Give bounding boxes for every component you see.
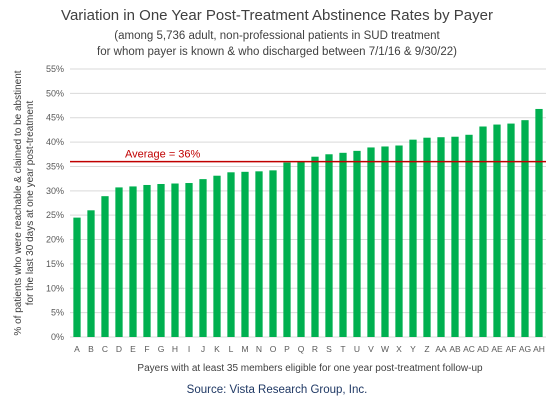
- bar-ae: [493, 124, 501, 337]
- y-tick-label: 10%: [46, 283, 64, 293]
- x-tick-label: G: [158, 344, 165, 354]
- y-tick-label: 20%: [46, 235, 64, 245]
- bar-x: [395, 145, 403, 337]
- y-axis-label-line-2: for the last 30 days at one year post-tr…: [25, 101, 36, 306]
- y-axis-label: % of patients who were reachable & claim…: [13, 70, 36, 335]
- bar-ac: [465, 134, 473, 337]
- x-tick-label: C: [102, 344, 108, 354]
- bar-ah: [535, 108, 543, 337]
- x-tick-label: W: [381, 344, 389, 354]
- x-tick-label: P: [284, 344, 290, 354]
- bar-p: [283, 162, 291, 337]
- x-tick-label: A: [74, 344, 80, 354]
- x-tick-label: V: [368, 344, 374, 354]
- bar-g: [157, 183, 165, 337]
- x-tick-label: X: [396, 344, 402, 354]
- bar-v: [367, 147, 375, 337]
- x-tick-label: Z: [424, 344, 429, 354]
- x-tick-label: AH: [533, 344, 545, 354]
- bar-d: [115, 187, 123, 337]
- y-tick-label: 55%: [46, 64, 64, 74]
- bar-t: [339, 152, 347, 337]
- bar-u: [353, 150, 361, 337]
- x-tick-label: O: [270, 344, 277, 354]
- y-tick-label: 40%: [46, 137, 64, 147]
- x-tick-label: L: [229, 344, 234, 354]
- x-tick-label: S: [326, 344, 332, 354]
- y-tick-label: 45%: [46, 113, 64, 123]
- bar-m: [241, 171, 249, 337]
- y-tick-label: 15%: [46, 259, 64, 269]
- bar-z: [423, 137, 431, 337]
- x-tick-label: AB: [449, 344, 461, 354]
- x-tick-label: AF: [506, 344, 517, 354]
- y-axis-label-line-1: % of patients who were reachable & claim…: [13, 70, 24, 335]
- x-tick-label: F: [144, 344, 149, 354]
- gridlines: [70, 68, 546, 338]
- y-tick-label: 50%: [46, 88, 64, 98]
- bar-c: [101, 196, 109, 337]
- bar-n: [255, 171, 263, 337]
- x-tick-label: B: [88, 344, 94, 354]
- bar-b: [87, 210, 95, 337]
- y-tick-label: 35%: [46, 161, 64, 171]
- bar-ab: [451, 136, 459, 337]
- chart-subtitle-line-1: (among 5,736 adult, non-professional pat…: [114, 30, 440, 42]
- bar-s: [325, 154, 333, 337]
- bar-e: [129, 186, 137, 337]
- bar-i: [185, 183, 193, 337]
- bar-j: [199, 179, 207, 337]
- bar-ag: [521, 120, 529, 337]
- bar-y: [409, 139, 417, 337]
- x-axis-label: Payers with at least 35 members eligible…: [137, 363, 483, 374]
- chart-subtitle-line-2: for whom payer is known & who discharged…: [97, 46, 457, 58]
- bar-l: [227, 172, 235, 337]
- y-tick-label: 25%: [46, 210, 64, 220]
- bar-o: [269, 170, 277, 337]
- y-tick-label: 0%: [51, 332, 64, 342]
- source-note: Source: Vista Research Group, Inc.: [187, 384, 368, 396]
- x-tick-label: Q: [298, 344, 305, 354]
- bar-k: [213, 175, 221, 337]
- y-tick-labels: 0% 5% 10% 15% 20% 25% 30% 35% 40% 45% 50% 55%: [46, 64, 64, 342]
- bar-a: [73, 217, 81, 337]
- x-tick-label: M: [241, 344, 248, 354]
- bar-h: [171, 183, 179, 337]
- x-tick-labels: A B C D E F G H I J K L M N O P Q R S T U V W X Y Z AA AB AC AD AE AF AG…: [74, 344, 545, 354]
- x-tick-label: T: [340, 344, 345, 354]
- x-tick-label: J: [201, 344, 205, 354]
- bar-aa: [437, 137, 445, 337]
- average-label: Average = 36%: [125, 149, 201, 161]
- bar-r: [311, 156, 319, 337]
- x-tick-label: H: [172, 344, 178, 354]
- y-tick-label: 5%: [51, 308, 64, 318]
- x-tick-label: AC: [463, 344, 475, 354]
- bar-w: [381, 146, 389, 337]
- x-tick-label: U: [354, 344, 360, 354]
- x-tick-label: R: [312, 344, 318, 354]
- bars: [73, 108, 543, 337]
- x-tick-label: N: [256, 344, 262, 354]
- bar-f: [143, 184, 151, 337]
- x-tick-label: AG: [519, 344, 531, 354]
- y-tick-label: 30%: [46, 186, 64, 196]
- x-tick-label: D: [116, 344, 122, 354]
- bar-ad: [479, 126, 487, 337]
- x-tick-label: K: [214, 344, 220, 354]
- x-tick-label: AD: [477, 344, 489, 354]
- chart-title: Variation in One Year Post-Treatment Abs…: [61, 7, 493, 24]
- x-tick-label: AE: [491, 344, 503, 354]
- bar-af: [507, 123, 515, 337]
- x-tick-label: AA: [435, 344, 447, 354]
- bar-q: [297, 161, 305, 337]
- x-tick-label: E: [130, 344, 136, 354]
- x-tick-label: Y: [410, 344, 416, 354]
- x-tick-label: I: [188, 344, 190, 354]
